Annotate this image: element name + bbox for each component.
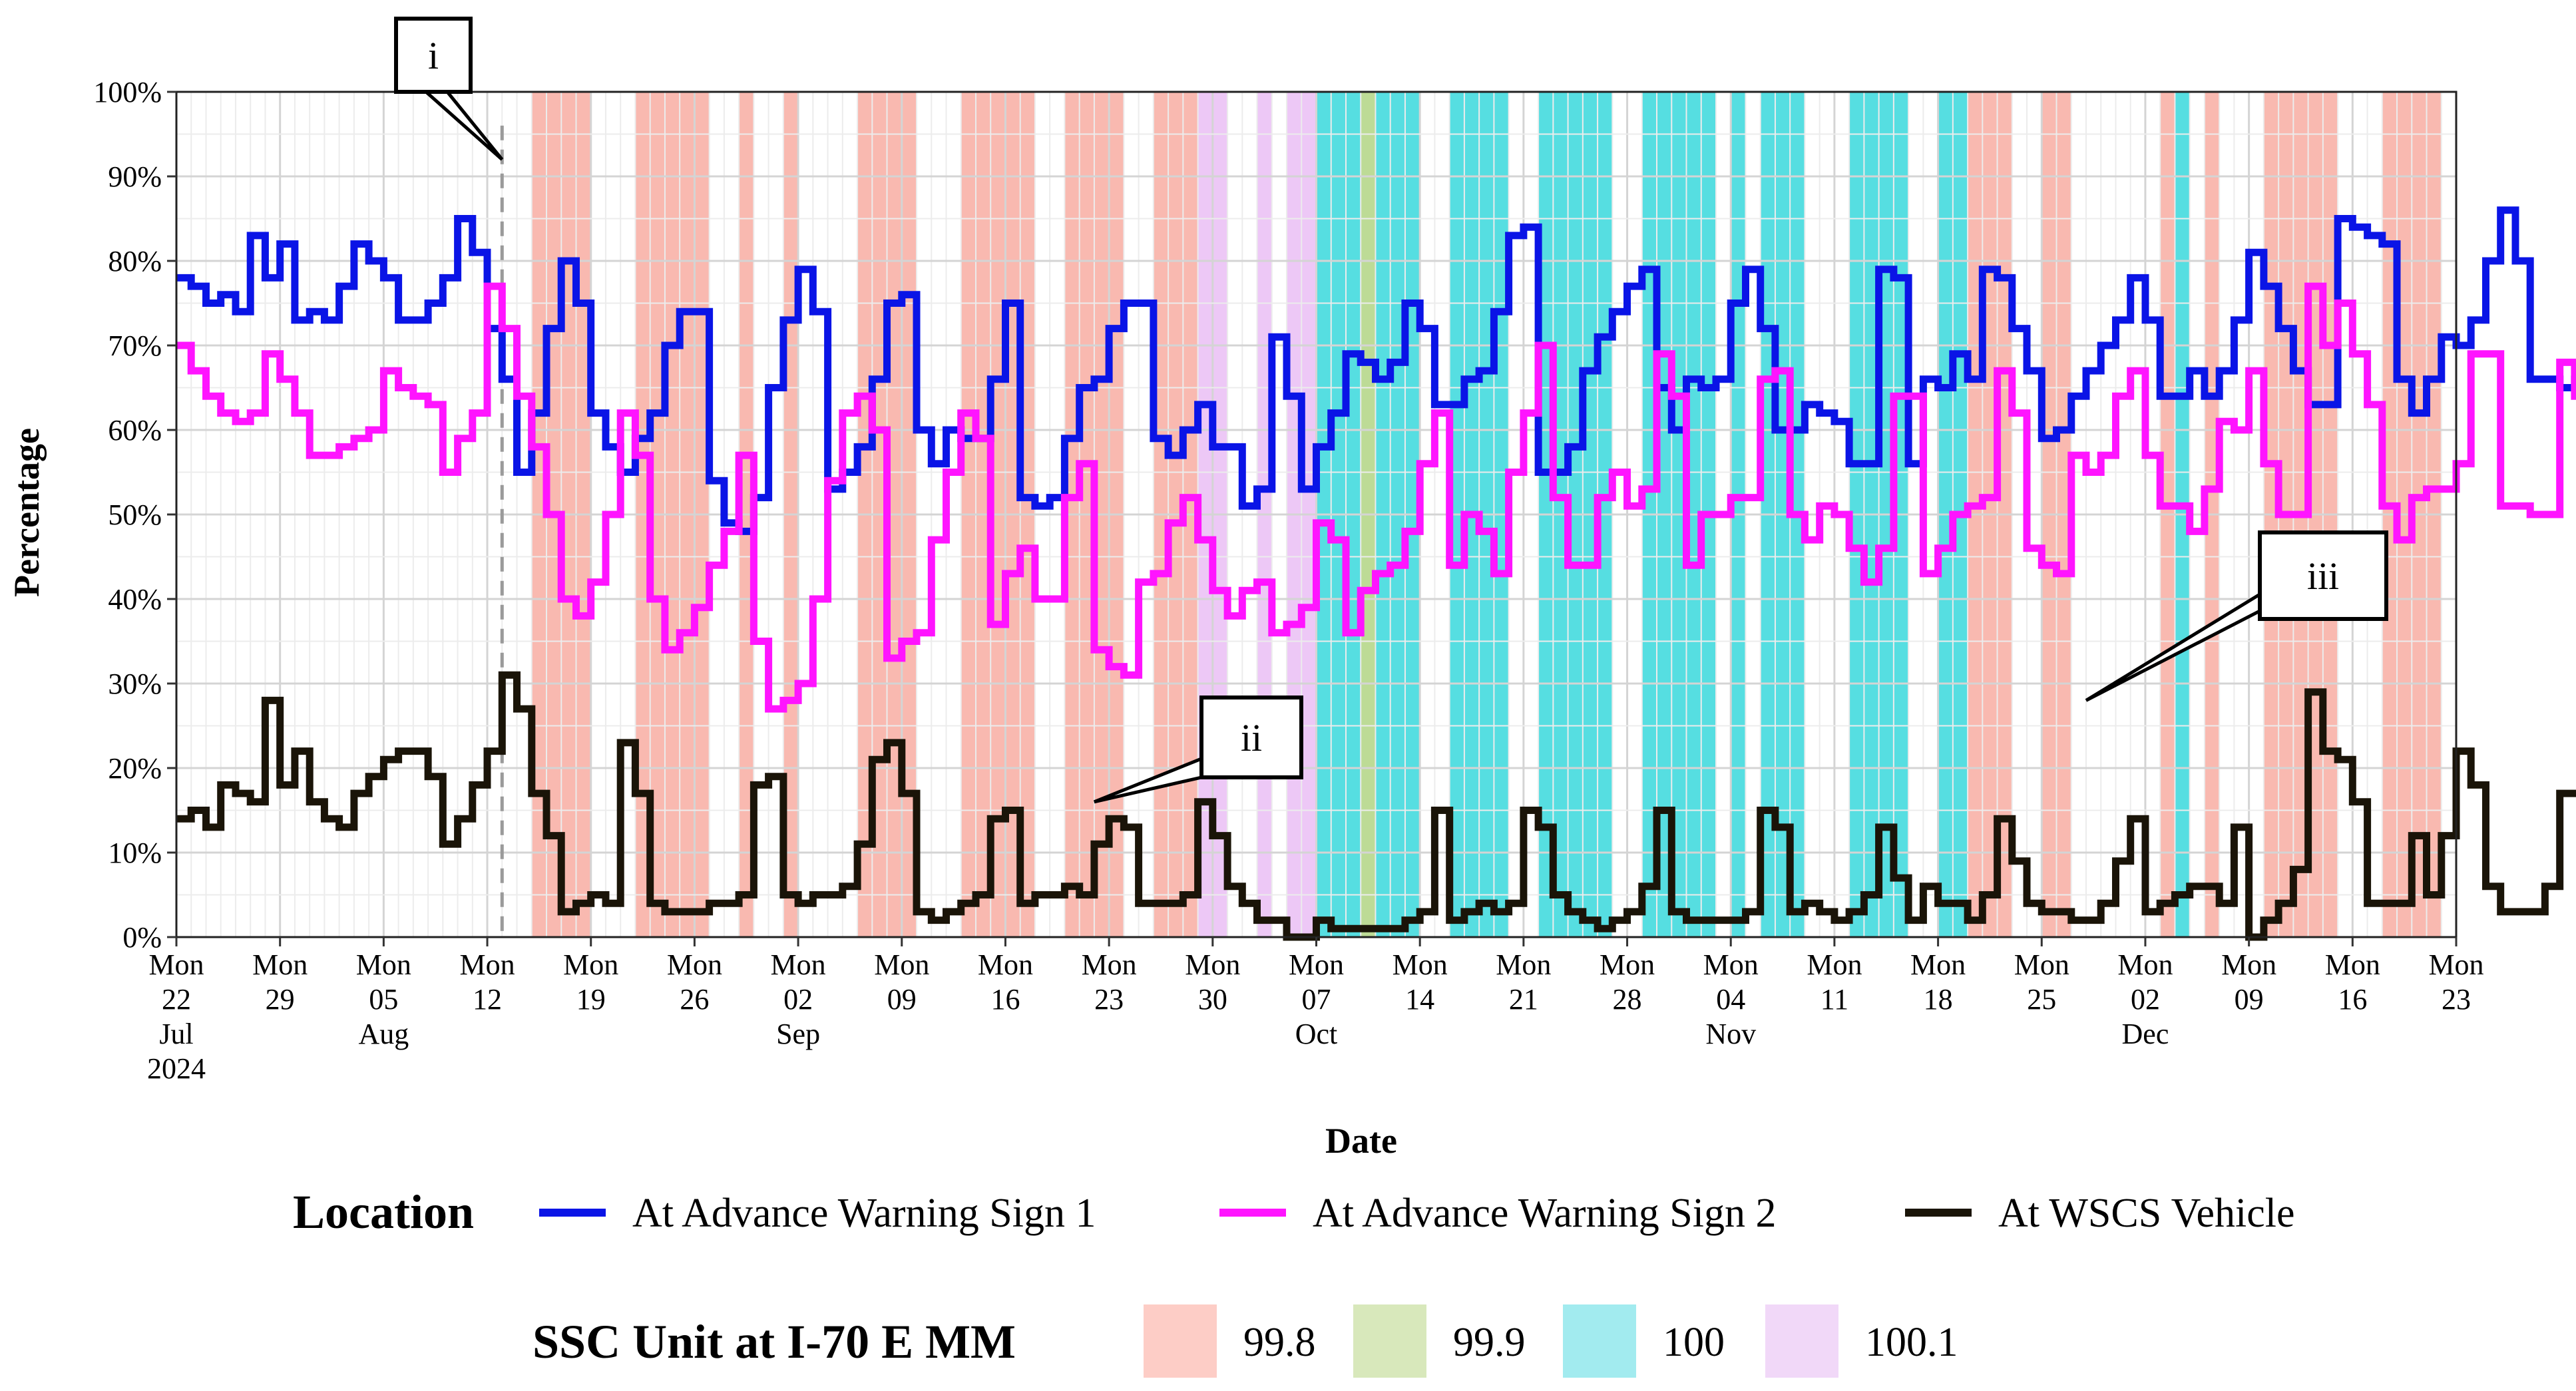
x-tick-label: 25 [2027,983,2056,1016]
x-tick-label: 16 [2338,983,2367,1016]
x-tick-label: 23 [2442,983,2471,1016]
legend-label-2: At Advance Warning Sign 2 [1313,1191,1776,1236]
x-tick-label: Aug [358,1018,409,1050]
callout-box-3 [2258,530,2388,621]
x-tick-label: Mon [1703,948,1759,981]
x-tick-label: 05 [369,983,398,1016]
x-tick-label: Mon [1910,948,1966,981]
y-tick-label: 90% [108,160,162,193]
x-tick-label: 29 [266,983,295,1016]
x-tick-label: Mon [563,948,618,981]
x-tick-label: Mon [874,948,929,981]
x-tick-label: 28 [1613,983,1642,1016]
x-tick-label: 16 [990,983,1020,1016]
callout-box-2 [1199,696,1303,779]
band-legend-label-3: 100 [1663,1320,1725,1365]
x-tick-label: 07 [1302,983,1331,1016]
y-tick-label: 80% [108,245,162,278]
x-axis-title: Date [1325,1121,1397,1161]
x-tick-label: Sep [776,1018,820,1050]
y-tick-label: 40% [108,583,162,616]
series-line-2 [176,282,2576,713]
x-tick-label: 30 [1198,983,1227,1016]
x-tick-label: Nov [1705,1018,1756,1050]
band-legend-title: SSC Unit at I-70 E MM [533,1315,1016,1368]
x-tick-label: Mon [1600,948,1655,981]
x-tick-label: 2024 [147,1052,206,1085]
callout-label-2: ii [1241,716,1262,759]
x-tick-label: 12 [473,983,502,1016]
band-legend-swatch-4 [1765,1304,1838,1378]
x-tick-label: 14 [1405,983,1434,1016]
callout-label-1: i [428,34,439,77]
band-legend-label-2: 99.9 [1453,1320,1526,1365]
x-tick-label: 09 [887,983,917,1016]
y-tick-label: 10% [108,837,162,869]
x-axis: Mon22Jul2024Mon29Mon05AugMon12Mon19Mon26… [147,937,2484,1085]
y-tick-label: 60% [108,414,162,447]
series-line-1 [176,206,2576,535]
x-tick-label: Jul [159,1018,193,1050]
x-tick-label: 09 [2235,983,2264,1016]
location-legend-title: Location [293,1185,474,1239]
x-tick-label: Dec [2122,1018,2169,1050]
legend-label-1: At Advance Warning Sign 1 [632,1191,1096,1236]
x-tick-label: Mon [2325,948,2380,981]
x-tick-label: Mon [1393,948,1448,981]
series-lines [176,206,2576,941]
location-legend: Location At Advance Warning Sign 1 At Adva… [293,1185,2295,1239]
y-axis: 0% 10% 20% 30% 40% 50% 60% 70% 80% 90% 100% [93,76,176,954]
x-tick-label: 04 [1716,983,1745,1016]
x-tick-label: Mon [1289,948,1344,981]
x-tick-label: 22 [162,983,191,1016]
band-legend-swatch-2 [1353,1304,1426,1378]
x-tick-label: Mon [1496,948,1551,981]
x-tick-label: Mon [1082,948,1137,981]
y-tick-label: 70% [108,329,162,362]
y-tick-label: 100% [93,76,162,108]
band-legend-label-1: 99.8 [1243,1320,1316,1365]
y-tick-label: 20% [108,752,162,785]
x-tick-label: 19 [576,983,606,1016]
x-tick-label: 18 [1924,983,1953,1016]
x-tick-label: Mon [2014,948,2069,981]
x-tick-label: Oct [1295,1018,1338,1050]
band-legend-swatch-1 [1144,1304,1217,1378]
x-tick-label: 23 [1094,983,1124,1016]
y-tick-label: 50% [108,498,162,531]
y-axis-title: Percentage [7,428,47,597]
y-tick-label: 30% [108,668,162,700]
callout-label-3: iii [2307,554,2339,598]
x-tick-label: Mon [252,948,308,981]
callout-box-1 [394,17,473,94]
band-legend-swatch-3 [1563,1304,1636,1378]
x-tick-label: 11 [1821,983,1848,1016]
x-tick-label: Mon [1807,948,1862,981]
y-tick-label: 0% [122,921,162,954]
x-tick-label: Mon [978,948,1033,981]
x-tick-label: 02 [783,983,813,1016]
legend-label-3: At WSCS Vehicle [1998,1191,2295,1236]
gridlines [175,91,2458,938]
x-tick-label: Mon [459,948,515,981]
series-line-3 [176,671,2576,941]
x-tick-label: Mon [356,948,411,981]
x-tick-label: Mon [1185,948,1240,981]
x-tick-label: Mon [771,948,826,981]
x-tick-label: Mon [2428,948,2483,981]
x-tick-label: Mon [2221,948,2276,981]
x-tick-label: 21 [1509,983,1538,1016]
ssc-unit-legend: SSC Unit at I-70 E MM 99.8 99.9 100 100.1 [533,1304,1958,1378]
x-tick-label: 02 [2131,983,2160,1016]
x-tick-label: Mon [148,948,204,981]
x-tick-label: Mon [667,948,722,981]
x-tick-label: 26 [680,983,709,1016]
band-legend-label-4: 100.1 [1865,1320,1958,1365]
x-tick-label: Mon [2117,948,2173,981]
